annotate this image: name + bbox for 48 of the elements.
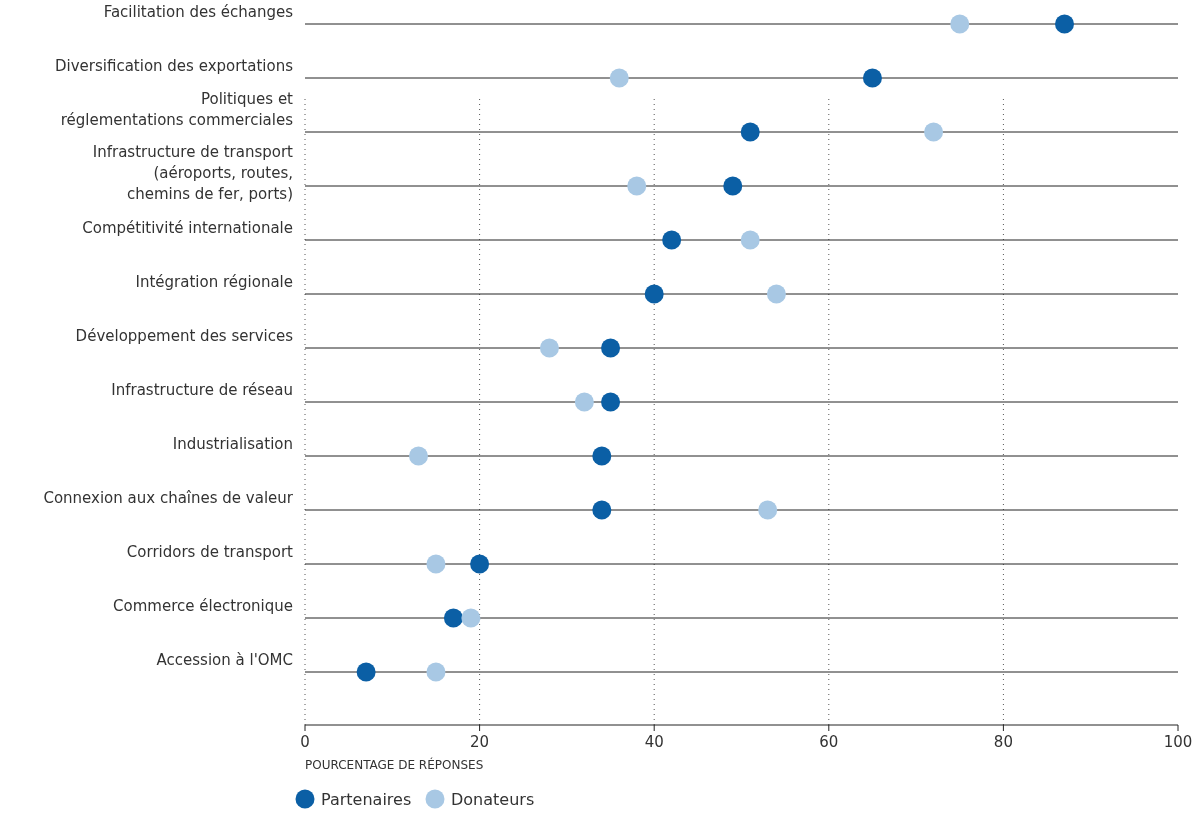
y-tick-label: Intégration régionale bbox=[135, 273, 293, 291]
point bbox=[758, 500, 778, 520]
x-axis-title: POURCENTAGE DE RÉPONSES bbox=[305, 757, 484, 772]
point bbox=[601, 338, 621, 358]
point bbox=[592, 446, 612, 466]
point bbox=[609, 68, 629, 88]
point bbox=[426, 662, 446, 682]
y-tick-label: Facilitation des échanges bbox=[103, 3, 294, 21]
point bbox=[426, 554, 446, 574]
y-tick-label: Développement des services bbox=[75, 327, 294, 345]
legend-label: Partenaires bbox=[321, 790, 412, 809]
x-tick-label: 60 bbox=[819, 733, 839, 751]
point bbox=[574, 392, 594, 412]
y-tick-label: Infrastructure de transport (aéroports, routes, chemins de fer, ports) bbox=[92, 143, 294, 203]
x-tick-label: 0 bbox=[300, 733, 310, 751]
legend-label: Donateurs bbox=[451, 790, 535, 809]
y-tick-label: Accession à l'OMC bbox=[156, 651, 293, 669]
point bbox=[862, 68, 882, 88]
point bbox=[740, 122, 760, 142]
point bbox=[408, 446, 428, 466]
point bbox=[627, 176, 647, 196]
y-tick-label: Infrastructure de réseau bbox=[111, 381, 293, 399]
point bbox=[662, 230, 682, 250]
point bbox=[601, 392, 621, 412]
x-tick-label: 100 bbox=[1163, 733, 1193, 751]
x-tick-label: 80 bbox=[993, 733, 1013, 751]
y-tick-label: Compétitivité internationale bbox=[82, 219, 293, 237]
y-tick-label: Connexion aux chaînes de valeur bbox=[43, 489, 294, 507]
point bbox=[740, 230, 760, 250]
y-tick-label: Diversification des exportations bbox=[54, 57, 294, 75]
y-tick-label: Industrialisation bbox=[172, 435, 293, 453]
point bbox=[766, 284, 786, 304]
x-tick-label: 40 bbox=[644, 733, 664, 751]
y-tick-label: Politiques et réglementations commerciales bbox=[60, 90, 294, 129]
point bbox=[443, 608, 463, 628]
point bbox=[470, 554, 490, 574]
point bbox=[356, 662, 376, 682]
point bbox=[644, 284, 664, 304]
y-tick-label: Corridors de transport bbox=[126, 543, 294, 561]
y-tick-label: Commerce électronique bbox=[113, 597, 293, 615]
x-tick-label: 20 bbox=[470, 733, 490, 751]
point bbox=[539, 338, 559, 358]
point bbox=[461, 608, 481, 628]
point bbox=[950, 14, 970, 34]
point bbox=[592, 500, 612, 520]
point bbox=[924, 122, 944, 142]
point bbox=[723, 176, 743, 196]
point bbox=[1055, 14, 1075, 34]
